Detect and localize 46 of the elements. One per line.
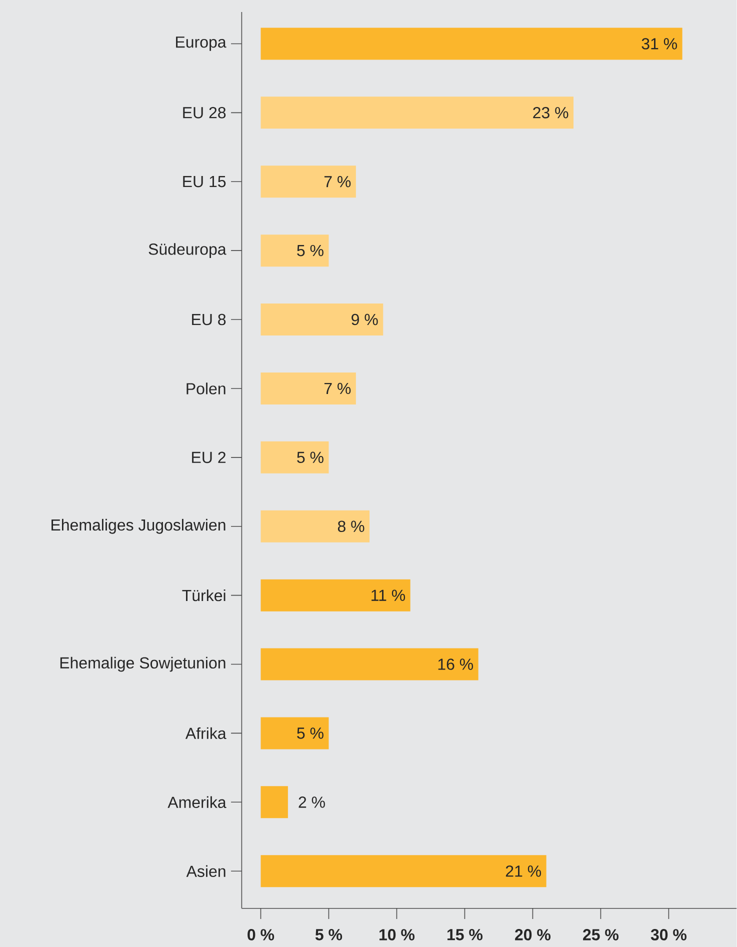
data-label: 5 % — [297, 244, 324, 256]
data-label: 2 % — [298, 796, 326, 808]
data-label: 21 % — [506, 865, 542, 877]
y-tick-label: Asien — [186, 865, 226, 877]
y-tick-label: Ehemaliges Jugoslawien — [52, 518, 226, 534]
y-tick-label: Afrika — [186, 727, 226, 740]
x-tick-label: 25 % — [583, 929, 619, 940]
bar — [260, 234, 329, 267]
y-tick-label: EU 8 — [192, 314, 226, 326]
data-label: 16 % — [438, 658, 474, 670]
data-label: 11 % — [372, 590, 406, 601]
data-label: 8 % — [338, 520, 364, 532]
x-tick-label: 30 % — [651, 929, 687, 940]
y-tick-label: EU 2 — [192, 452, 226, 464]
bar — [260, 510, 370, 542]
data-label: 23 % — [533, 107, 568, 118]
data-label: 9 % — [352, 314, 378, 326]
bar — [260, 855, 546, 888]
x-tick-label: 5 % — [316, 929, 342, 940]
data-label: 7 % — [324, 382, 351, 394]
bar — [260, 96, 574, 129]
bar — [260, 648, 478, 680]
bar — [260, 372, 356, 404]
x-tick-label: 15 % — [448, 929, 483, 940]
bar — [260, 304, 384, 336]
bar — [260, 441, 329, 474]
y-tick-label: Ehemalige Sowjetunion — [60, 656, 226, 672]
bar — [260, 579, 410, 612]
y-tick-label: Südeuropa — [148, 243, 226, 258]
y-tick-label: Amerika — [168, 796, 226, 808]
y-tick-label: Polen — [186, 382, 226, 394]
y-tick-label: EU 28 — [183, 107, 226, 118]
data-label: 5 % — [297, 452, 324, 464]
y-tick-label: EU 15 — [183, 176, 226, 188]
x-tick-label: 10 % — [380, 929, 415, 940]
x-tick-label: 0 % — [248, 929, 274, 940]
x-tick-label: 20 % — [515, 929, 551, 940]
data-label: 7 % — [324, 176, 351, 188]
bar — [260, 166, 356, 198]
y-tick-label: Türkei — [182, 589, 226, 602]
bar — [260, 786, 288, 818]
y-tick-label: Europa — [176, 36, 226, 51]
bar — [260, 28, 682, 60]
bar — [260, 717, 329, 750]
data-label: 31 % — [642, 38, 678, 50]
data-label: 5 % — [297, 728, 324, 739]
